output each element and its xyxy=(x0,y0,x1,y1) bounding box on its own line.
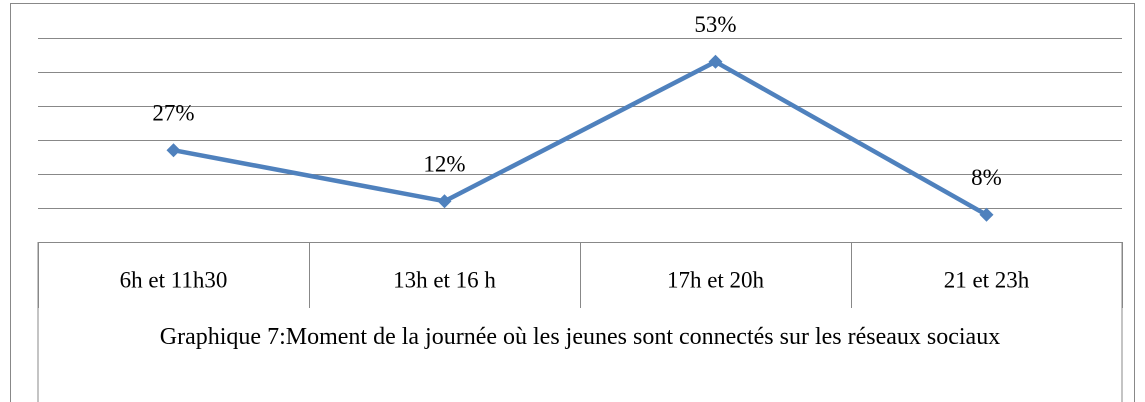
data-label: 8% xyxy=(971,165,1002,190)
chart-title: Graphique 7:Moment de la journée où les … xyxy=(159,324,1001,350)
x-tick-label: 6h et 11h30 xyxy=(120,267,228,292)
x-tick-label: 21 et 23h xyxy=(944,267,1030,292)
x-tick-label: 13h et 16 h xyxy=(393,267,496,292)
marker xyxy=(437,194,452,209)
marker xyxy=(166,143,181,158)
marker xyxy=(708,54,723,69)
chart-border xyxy=(10,3,1135,402)
data-label: 12% xyxy=(423,151,465,176)
x-tick-label: 17h et 20h xyxy=(667,267,765,292)
marker xyxy=(979,207,994,222)
data-label: 53% xyxy=(694,12,736,37)
data-label: 27% xyxy=(152,100,194,125)
line xyxy=(173,59,988,217)
